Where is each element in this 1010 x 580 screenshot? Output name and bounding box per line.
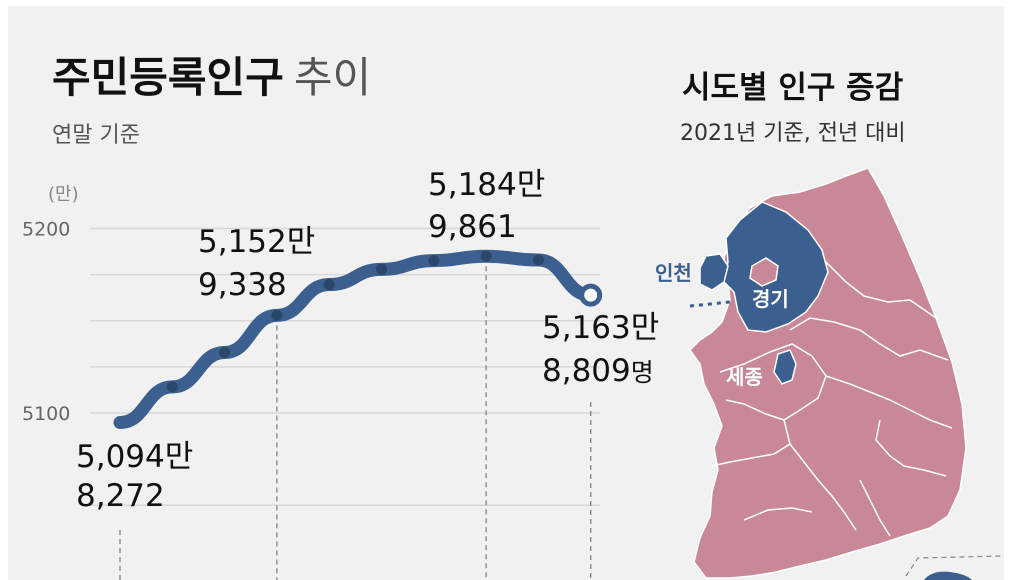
data-point (271, 309, 283, 321)
map-label-incheon: 인천 (655, 261, 692, 285)
data-label-remainder: 8,809명 (542, 353, 654, 389)
data-point (323, 279, 335, 291)
map-region-incheon-islands (689, 300, 731, 308)
map-region-incheon (699, 253, 729, 291)
chart-title: 주민등록인구 추이 (52, 53, 371, 102)
data-label-total: 5,163만 (542, 310, 659, 346)
data-label-remainder: 8,272 (76, 478, 165, 514)
map-region-sejong (773, 349, 797, 385)
map-label-gyeonggi: 경기 (752, 287, 789, 311)
y-tick-label: 5100 (22, 403, 70, 425)
data-label-remainder: 9,861 (428, 209, 517, 245)
korea-map: 인천 경기 세종 (655, 167, 1003, 580)
y-tick-labels: 5100 5200 (22, 219, 70, 426)
data-point-last (579, 283, 603, 307)
map-borders (711, 261, 953, 537)
data-points (166, 250, 603, 393)
map-label-sejong: 세종 (726, 365, 763, 389)
data-label-total: 5,152만 (198, 224, 315, 260)
annotation-guides (119, 266, 592, 580)
map-jeju-inset-frame (905, 555, 1003, 577)
gridlines (90, 227, 600, 506)
map-region-seoul (749, 257, 779, 287)
data-point (428, 255, 440, 267)
y-tick-label: 5200 (22, 219, 70, 241)
data-point (219, 347, 231, 359)
map-region-jeju (924, 571, 972, 580)
unit-suffix: 명 (631, 358, 654, 387)
map-title: 시도별 인구 증감 (682, 70, 903, 106)
data-point (532, 254, 544, 266)
data-point (376, 263, 387, 275)
y-axis-unit: (만) (48, 184, 79, 205)
data-label-remainder: 9,338 (198, 267, 287, 303)
series-line (113, 249, 598, 430)
data-point (166, 381, 178, 393)
data-point (480, 250, 492, 262)
data-label-total: 5,094만 (76, 439, 193, 475)
chart-subtitle: 연말 기준 (52, 123, 140, 148)
data-label-total: 5,184만 (428, 167, 545, 203)
map-subtitle: 2021년 기준, 전년 대비 (680, 121, 906, 146)
